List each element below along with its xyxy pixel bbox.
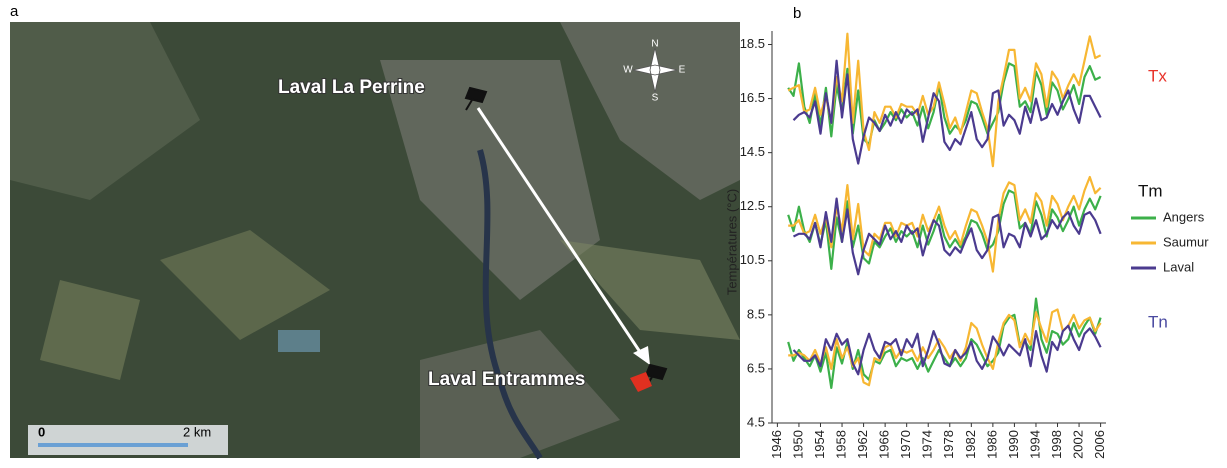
x-tick-label: 1966: [877, 430, 892, 459]
series-line: [792, 324, 1102, 376]
scale-label: 0: [38, 424, 45, 439]
series-line: [792, 59, 1102, 165]
compass-letter: W: [623, 65, 633, 76]
y-tick-label: 8.5: [747, 306, 765, 321]
panel-label: a: [10, 3, 19, 20]
compass-letter: E: [679, 65, 686, 76]
x-tick-label: 1950: [790, 430, 805, 459]
series-line: [793, 197, 1102, 276]
scale-label: 2 km: [183, 424, 211, 439]
compass-letter: N: [651, 39, 658, 50]
x-tick-label: 1998: [1049, 430, 1064, 459]
y-tick-label: 18.5: [740, 36, 765, 51]
panel-label: b: [793, 5, 801, 22]
y-tick-label: 14.5: [740, 144, 765, 159]
x-tick-label: 2002: [1071, 430, 1086, 459]
y-axis-label: Températures (°C): [724, 189, 739, 295]
y-tick-label: 6.5: [747, 360, 765, 375]
site-label: Laval Entrammes: [428, 369, 585, 390]
x-tick-label: 1962: [855, 430, 870, 459]
x-tick-label: 1978: [941, 430, 956, 459]
x-tick-label: 1982: [963, 430, 978, 459]
x-tick-label: 1954: [812, 430, 827, 459]
y-tick-label: 12.5: [740, 198, 765, 213]
group-annotation: Tn: [1148, 312, 1168, 331]
series-line: [787, 297, 1102, 389]
y-tick-label: 16.5: [740, 90, 765, 105]
compass-letter: S: [652, 93, 659, 104]
x-tick-label: 1986: [984, 430, 999, 459]
x-tick-label: 1958: [833, 430, 848, 459]
site-label: Laval La Perrine: [278, 77, 425, 98]
legend-label: Angers: [1163, 209, 1205, 224]
legend-label: Saumur: [1163, 234, 1209, 249]
group-annotation: Tm: [1138, 181, 1163, 200]
x-tick-label: 1970: [898, 430, 913, 459]
x-tick-label: 1946: [769, 430, 784, 459]
y-tick-label: 4.5: [747, 414, 765, 429]
satellite-map: [10, 22, 740, 460]
y-tick-label: 10.5: [740, 252, 765, 267]
x-tick-label: 1974: [920, 430, 935, 459]
x-tick-label: 1990: [1006, 430, 1021, 459]
x-tick-label: 2006: [1092, 430, 1107, 459]
legend-label: Laval: [1163, 259, 1194, 274]
x-tick-label: 1994: [1027, 430, 1042, 459]
group-annotation: Tx: [1148, 66, 1167, 85]
series-line: [788, 308, 1102, 387]
